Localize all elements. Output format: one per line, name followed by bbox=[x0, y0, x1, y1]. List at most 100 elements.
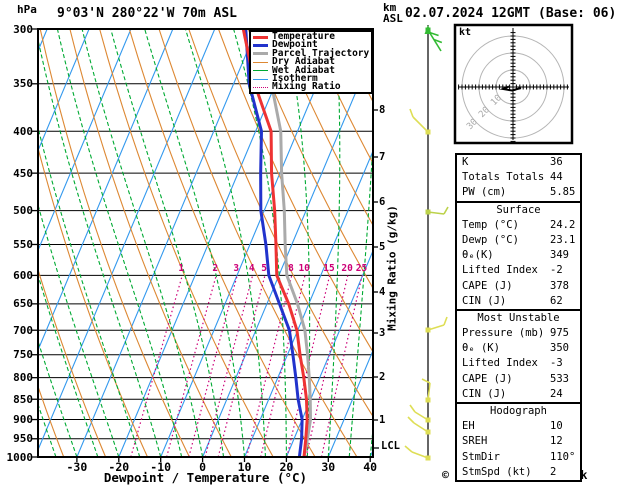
stat-value: 533 bbox=[550, 372, 569, 385]
dry-adiabat-line bbox=[38, 267, 107, 457]
stat-row: CAPE (J) 378 bbox=[457, 279, 580, 294]
wind-barb bbox=[407, 416, 431, 435]
mixing-ratio-value-label: 3 bbox=[233, 263, 239, 274]
temperature-tick-label: 10 bbox=[237, 460, 252, 474]
height-tick-label: 6 bbox=[379, 196, 386, 208]
wet-adiabat-line bbox=[144, 29, 246, 457]
temperature-curve bbox=[241, 29, 309, 457]
wet-adiabat-line bbox=[327, 29, 341, 457]
stat-row: CIN (J) 62 bbox=[457, 294, 580, 309]
wet-adiabat-line bbox=[38, 202, 120, 457]
stat-value: 5.85 bbox=[550, 186, 576, 199]
wind-barb bbox=[409, 108, 431, 135]
wet-adiabat-line bbox=[38, 339, 78, 457]
mixing-ratio-value-label: 8 bbox=[288, 263, 294, 274]
mixing-ratio-line bbox=[130, 275, 183, 457]
isotherm-line bbox=[327, 349, 373, 457]
stat-label: Lifted Index bbox=[462, 357, 538, 370]
legend-label: Mixing Ratio bbox=[272, 81, 341, 93]
mixing-ratio-value-label: 25 bbox=[356, 263, 368, 274]
temperature-tick-label: 20 bbox=[279, 460, 294, 474]
legend-label: Dewpoint bbox=[272, 39, 318, 51]
legend-label: Dry Adiabat bbox=[272, 56, 335, 68]
stat-value: -2 bbox=[550, 264, 563, 277]
pressure-tick-label: 800 bbox=[13, 371, 33, 385]
wind-barb bbox=[425, 206, 449, 215]
legend-swatch-mixing-ratio bbox=[253, 87, 268, 89]
height-unit-label: km ASL bbox=[383, 1, 403, 25]
wet-adiabat-line bbox=[56, 29, 183, 457]
legend-label: Wet Adiabat bbox=[272, 64, 335, 76]
stats-section-header: Surface bbox=[496, 203, 541, 216]
pressure-tick-label: 500 bbox=[13, 204, 33, 218]
stat-value: 350 bbox=[550, 342, 569, 355]
legend-swatch-dewpoint bbox=[253, 44, 268, 48]
pressure-tick-label: 550 bbox=[13, 238, 33, 251]
legend-item: Dewpoint bbox=[253, 39, 371, 51]
hodograph-trace bbox=[499, 85, 522, 92]
isotherm-line bbox=[38, 29, 90, 152]
stat-row: Totals Totals 44 bbox=[457, 170, 580, 185]
stat-label: Totals Totals bbox=[462, 171, 545, 184]
isotherm-line bbox=[76, 29, 258, 457]
stat-label: CAPE (J) bbox=[462, 279, 513, 292]
pressure-tick-label: 850 bbox=[13, 392, 33, 406]
stats-section-header: Hodograph bbox=[490, 405, 547, 417]
legend-item: Dry Adiabat bbox=[253, 56, 371, 68]
dry-adiabat-line bbox=[188, 29, 373, 418]
stat-label: K bbox=[462, 156, 469, 168]
temperature-tick-label: 0 bbox=[199, 460, 207, 474]
stat-value: 110° bbox=[550, 450, 576, 463]
mixing-ratio-line bbox=[204, 275, 254, 457]
stat-row: K 36 bbox=[457, 155, 580, 170]
mixing-ratio-line bbox=[166, 275, 217, 457]
stat-row: Dewp (°C) 23.1 bbox=[457, 233, 580, 248]
x-axis-title: Dewpoint / Temperature (°C) bbox=[103, 470, 308, 485]
wind-barb bbox=[404, 445, 431, 461]
stat-label: EH bbox=[462, 420, 475, 433]
stat-label: PW (cm) bbox=[462, 186, 507, 199]
wind-barb bbox=[421, 378, 431, 403]
stat-row: θₑ(K) 349 bbox=[457, 248, 580, 263]
isotherm-line bbox=[285, 249, 373, 457]
mixing-ratio-value-label: 10 bbox=[298, 263, 310, 274]
stat-row: Temp (°C) 24.2 bbox=[457, 218, 580, 233]
pressure-tick-label: 1000 bbox=[6, 450, 34, 464]
temperature-tick-label: -20 bbox=[108, 460, 130, 474]
stat-value: 378 bbox=[550, 279, 569, 292]
wet-adiabat-line bbox=[81, 29, 204, 457]
wet-adiabat-line bbox=[38, 37, 162, 457]
stat-row: CIN (J) 24 bbox=[457, 387, 580, 402]
stat-value: 44 bbox=[550, 171, 563, 184]
legend-label: Parcel Trajectory bbox=[272, 47, 370, 59]
mixing-ratio-value-label: 2 bbox=[212, 263, 218, 274]
legend-swatch-parcel-trajectory bbox=[253, 52, 268, 56]
stat-row: Lifted Index -2 bbox=[457, 263, 580, 278]
stat-row: θₑ (K) 350 bbox=[457, 341, 580, 356]
pressure-tick-label: 650 bbox=[13, 297, 33, 311]
stats-section: K 36 Totals Totals 44 PW (cm) 5.85 bbox=[457, 155, 580, 201]
legend-swatch-dry-adiabat bbox=[253, 61, 268, 63]
pressure-tick-label: 700 bbox=[13, 323, 33, 337]
pressure-tick-label: 450 bbox=[13, 166, 33, 180]
dewpoint-curve bbox=[244, 29, 304, 457]
pressure-tick-label: 350 bbox=[13, 77, 33, 91]
temperature-tick-label: 40 bbox=[363, 460, 378, 474]
stat-label: θₑ(K) bbox=[462, 249, 494, 262]
stat-row: PW (cm) 5.85 bbox=[457, 185, 580, 200]
dry-adiabat-line bbox=[39, 29, 190, 457]
height-tick-label: 7 bbox=[379, 151, 386, 163]
stat-value: -3 bbox=[550, 357, 563, 370]
height-tick-label: 2 bbox=[379, 371, 386, 383]
legend-item: Parcel Trajectory bbox=[253, 47, 371, 59]
dry-adiabat-line bbox=[307, 29, 373, 165]
wet-adiabat-line bbox=[38, 125, 141, 457]
legend-label: Isotherm bbox=[272, 72, 318, 84]
hodograph-unit-label: kt bbox=[459, 27, 472, 38]
height-tick-label: 5 bbox=[379, 241, 386, 253]
stat-value: 24 bbox=[550, 387, 563, 400]
dry-adiabat-line bbox=[217, 29, 373, 353]
legend-swatch-isotherm bbox=[253, 78, 268, 80]
